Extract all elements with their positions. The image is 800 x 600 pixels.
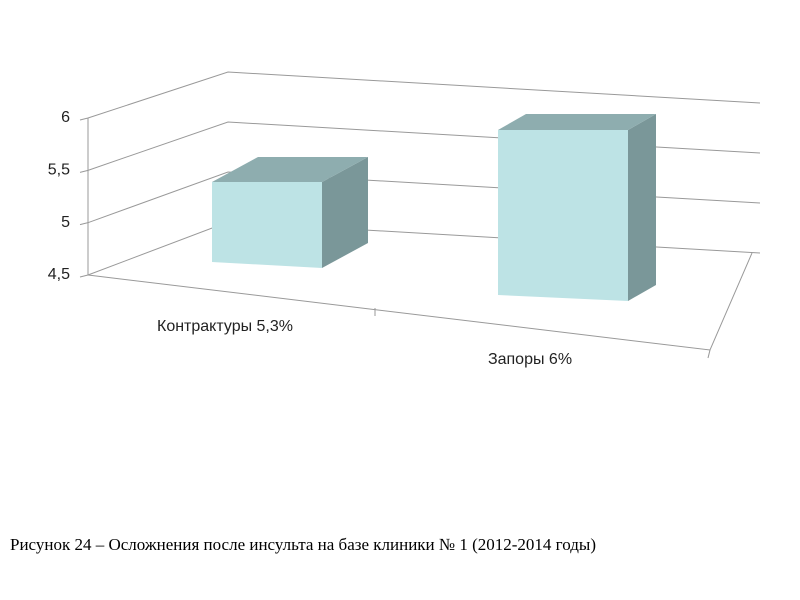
bar-top [498,114,656,130]
grid-line [79,71,761,121]
y-tick-label: 5,5 [48,162,70,179]
x-tick-label: Запоры 6% [488,351,572,368]
bar-side [322,157,368,268]
bar [212,182,322,268]
y-tick-label: 6 [61,109,70,126]
grid-line [79,121,761,173]
grid-line [79,221,761,278]
tick [707,349,711,359]
y-tick-label: 4,5 [48,266,70,283]
y-tick-label: 5 [61,214,70,231]
x-tick-label: Контрактуры 5,3% [157,318,293,335]
bar-top [212,157,368,182]
bar-side [628,114,656,301]
figure-caption: Рисунок 24 – Осложнения после инсульта н… [10,535,596,554]
grid-line [79,171,761,226]
bar [498,130,628,301]
